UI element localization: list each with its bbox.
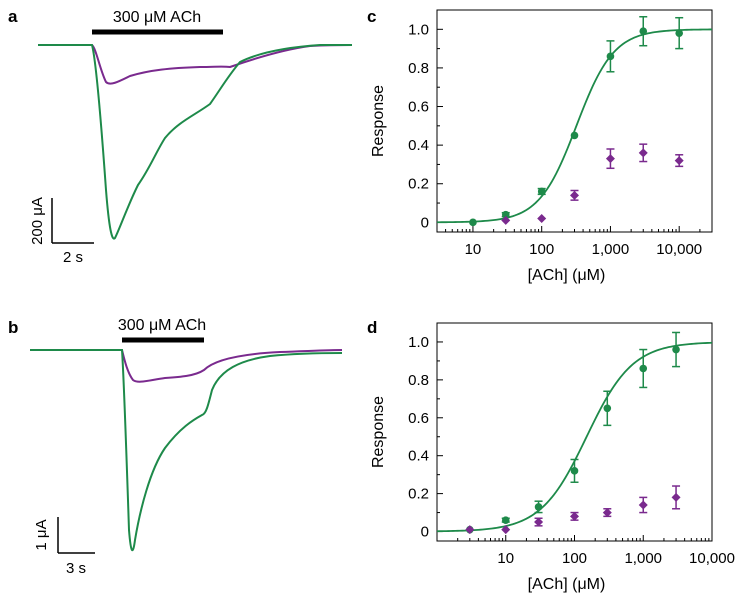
data-point-green — [534, 503, 543, 511]
data-point-green — [570, 131, 579, 140]
y-tick-label: 0.4 — [408, 137, 429, 154]
x-tick-label: 1,000 — [592, 241, 630, 258]
data-point-purple — [638, 500, 648, 510]
x-tick-label: 10,000 — [656, 241, 702, 258]
data-point-purple — [674, 156, 684, 166]
y-tick-label: 1.0 — [408, 334, 429, 351]
x-tick-label: 100 — [529, 241, 554, 258]
y-tick-label: 0.4 — [408, 448, 429, 465]
data-point-purple — [501, 215, 511, 225]
data-point-purple — [570, 511, 579, 521]
data-point-purple — [605, 154, 615, 164]
plot-frame — [436, 322, 713, 542]
y-tick-label: 0.8 — [408, 372, 429, 389]
data-point-purple — [671, 492, 681, 502]
x-tick-label: 10 — [465, 241, 482, 258]
x-tick-label: 10 — [497, 550, 514, 567]
trace-b-green — [30, 349, 343, 552]
scale-bar-x-label-b: 3 s — [66, 560, 86, 577]
data-point-purple — [602, 508, 612, 518]
y-tick-label: 0.2 — [408, 486, 429, 503]
scale-bar-x-label-a: 2 s — [63, 249, 83, 266]
hill-fit-curve — [436, 341, 713, 533]
panel-label-b: b — [8, 318, 18, 337]
panel-label-c: c — [367, 7, 376, 26]
data-point-green — [675, 29, 683, 37]
panel-label-a: a — [8, 7, 18, 26]
x-tick-label: 10,000 — [689, 550, 735, 567]
trace-a-purple — [38, 44, 353, 85]
scale-bar-y-label-a: 200 μA — [29, 197, 46, 245]
y-axis-title: Response — [370, 85, 387, 157]
data-point-green — [606, 52, 615, 61]
data-point-green — [501, 516, 510, 524]
ach-bar-label-a: 300 μM ACh — [113, 9, 201, 26]
y-tick-label: 0.8 — [408, 60, 429, 77]
data-point-green — [603, 404, 612, 413]
panel-b: b 300 μM ACh 1 μA 3 s — [8, 317, 343, 577]
data-point-purple — [638, 148, 648, 158]
scale-bar-y-label-b: 1 μA — [33, 519, 50, 550]
x-tick-label: 1,000 — [624, 550, 662, 567]
trace-a-green — [38, 44, 352, 240]
data-point-green — [672, 345, 680, 354]
data-point-purple — [537, 213, 547, 223]
y-tick-label: 0.6 — [408, 410, 429, 427]
panel-label-d: d — [367, 318, 377, 337]
data-point-purple — [465, 525, 475, 535]
data-point-green — [501, 210, 510, 219]
data-point-purple — [570, 190, 579, 200]
panel-a: a 300 μM ACh 200 μA 2 s — [8, 7, 353, 266]
y-axis-title: Response — [370, 396, 387, 468]
y-tick-label: 0.6 — [408, 99, 429, 116]
y-tick-label: 0 — [421, 524, 429, 541]
data-point-purple — [501, 525, 511, 535]
data-point-green — [639, 364, 648, 373]
dose-response-chart-d: d 0 0.2 0.4 0.6 0.8 1.0 10 100 1,000 10,000 [ACh] … — [367, 318, 735, 593]
ach-bar-label-b: 300 μM ACh — [118, 317, 206, 334]
x-tick-label: 100 — [562, 550, 587, 567]
y-tick-label: 0 — [421, 214, 429, 231]
data-point-green — [639, 27, 648, 36]
x-axis-title: [ACh] (μM) — [528, 576, 606, 593]
x-axis-title: [ACh] (μM) — [528, 267, 606, 284]
hill-fit-curve — [436, 28, 713, 224]
dose-response-chart-c: c 0 0.2 0.4 0.6 0.8 1.0 10 100 1,000 10,000 [ACh] … — [367, 7, 713, 284]
data-point-green — [537, 187, 546, 196]
trace-b-purple — [30, 349, 343, 383]
data-point-green — [469, 218, 477, 227]
y-tick-label: 1.0 — [408, 21, 429, 38]
data-point-purple — [534, 517, 544, 527]
data-point-green — [570, 467, 579, 475]
y-tick-label: 0.2 — [408, 176, 429, 193]
